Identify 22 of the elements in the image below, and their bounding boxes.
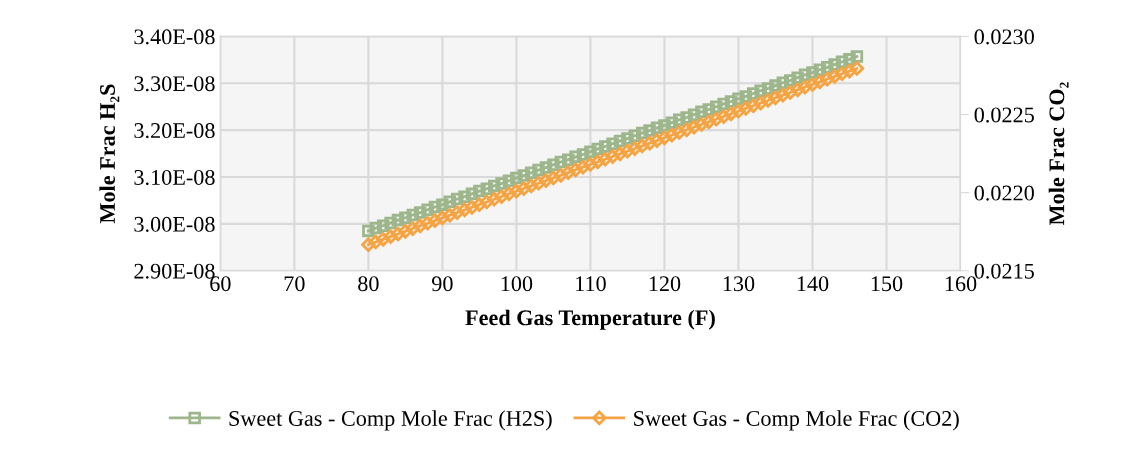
y2-tick-label: 0.0220 <box>974 185 1034 201</box>
x-tick-label: 100 <box>501 276 533 292</box>
x-tick-label: 120 <box>649 276 681 292</box>
y-tick-label: 3.10E-08 <box>134 169 215 186</box>
x-tick-label: 70 <box>284 276 305 292</box>
y-tick-label: 3.20E-08 <box>134 123 215 139</box>
y2-tick-label: 0.0225 <box>974 107 1034 123</box>
y-tick-label: 3.40E-08 <box>134 29 215 45</box>
x-tick-label: 150 <box>871 276 903 292</box>
y2-axis-title: Mole Frac CO₂ <box>1048 82 1069 226</box>
y-tick-label: 3.00E-08 <box>134 216 215 232</box>
legend-label: Sweet Gas - Comp Mole Frac (H2S) <box>229 410 552 431</box>
x-tick-label: 140 <box>797 276 829 292</box>
legend-label: Sweet Gas - Comp Mole Frac (CO2) <box>634 410 959 431</box>
x-tick-label: 80 <box>358 276 379 292</box>
x-tick-label: 110 <box>576 276 606 292</box>
x-tick-label: 90 <box>432 276 453 292</box>
y2-tick-label: 0.0230 <box>974 29 1034 45</box>
y-axis-title: Mole Frac H₂S <box>99 84 120 224</box>
x-axis-title: Feed Gas Temperature (F) <box>465 309 715 330</box>
x-tick-label: 130 <box>723 276 755 292</box>
y-tick-label: 3.30E-08 <box>134 76 215 92</box>
